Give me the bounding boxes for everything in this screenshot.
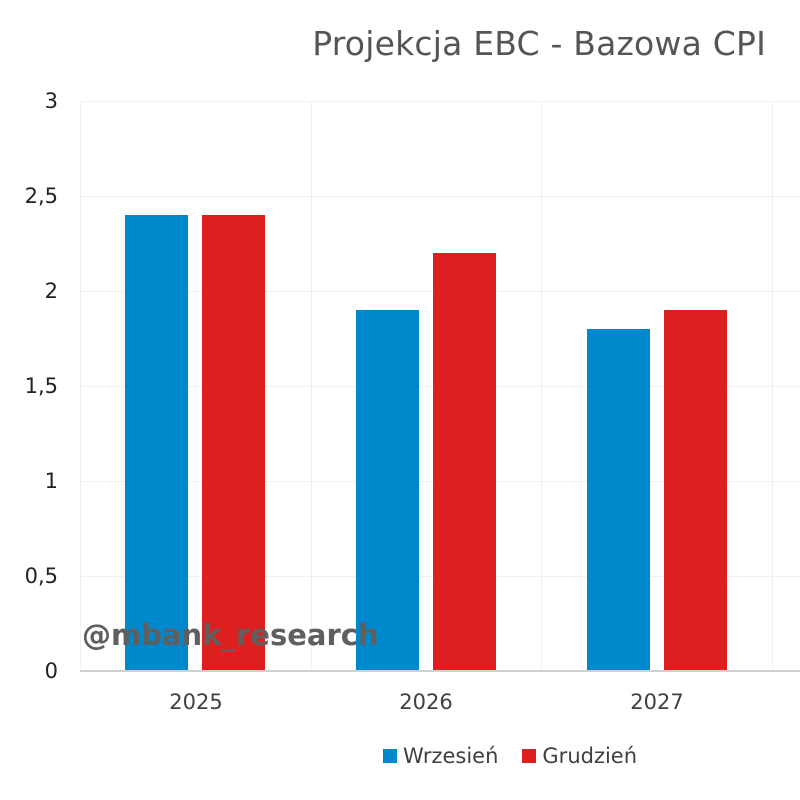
chart-title: Projekcja EBC - Bazowa CPI xyxy=(312,24,766,63)
bar-wrzesien-2027 xyxy=(587,329,650,671)
legend-swatch-blue xyxy=(383,749,397,763)
x-tick-label: 2025 xyxy=(169,690,223,714)
x-axis-line xyxy=(80,670,800,672)
gridline xyxy=(311,101,312,671)
watermark: @mbank_research xyxy=(82,618,379,652)
legend-swatch-red xyxy=(522,749,537,763)
legend-label: Wrzesień xyxy=(403,744,499,768)
bar-wrzesien-2026 xyxy=(356,310,419,671)
y-tick-label: 3 xyxy=(44,89,58,113)
bar-grudzien-2026 xyxy=(433,253,496,671)
y-tick-label: 2,5 xyxy=(24,184,58,208)
bar-wrzesien-2025 xyxy=(125,215,188,671)
legend-label: Grudzień xyxy=(542,744,638,768)
x-tick-label: 2027 xyxy=(630,690,684,714)
gridline xyxy=(80,196,800,197)
gridline xyxy=(80,101,81,671)
y-tick-label: 1 xyxy=(44,469,58,493)
bar-grudzien-2027 xyxy=(664,310,727,671)
y-tick-label: 0,5 xyxy=(24,564,58,588)
bar-grudzien-2025 xyxy=(202,215,265,671)
plot-area xyxy=(80,101,800,672)
y-tick-label: 2 xyxy=(44,279,58,303)
x-tick-label: 2026 xyxy=(399,690,453,714)
y-tick-label: 0 xyxy=(44,659,58,683)
y-tick-label: 1,5 xyxy=(24,374,58,398)
legend-item-grudzien[interactable]: Grudzień xyxy=(522,744,637,768)
gridline xyxy=(541,101,542,671)
legend: Wrzesień Grudzień xyxy=(383,744,661,768)
gridline xyxy=(80,101,800,102)
legend-item-wrzesien[interactable]: Wrzesień xyxy=(383,744,498,768)
gridline xyxy=(772,101,773,671)
